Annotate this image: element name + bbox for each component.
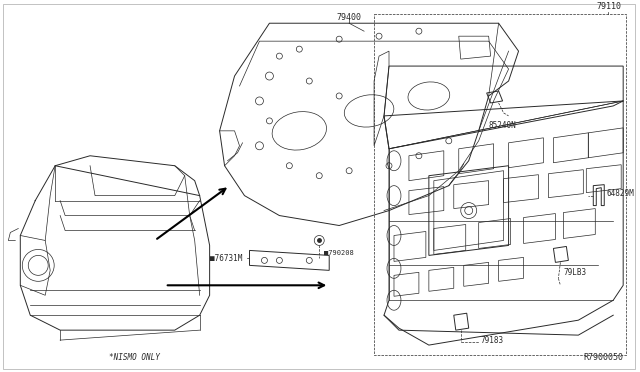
Text: 79400: 79400 [337, 13, 362, 22]
Text: 79110: 79110 [596, 2, 621, 11]
Text: 79LB3: 79LB3 [563, 268, 586, 277]
Text: 79183: 79183 [481, 336, 504, 344]
Text: *NISMO ONLY: *NISMO ONLY [109, 353, 161, 362]
Text: R7900050: R7900050 [583, 353, 623, 362]
Text: ■790208: ■790208 [324, 249, 354, 256]
Text: 85240N: 85240N [489, 121, 516, 130]
Text: ■76731M: ■76731M [210, 254, 242, 263]
Text: 64829M: 64829M [606, 189, 634, 198]
